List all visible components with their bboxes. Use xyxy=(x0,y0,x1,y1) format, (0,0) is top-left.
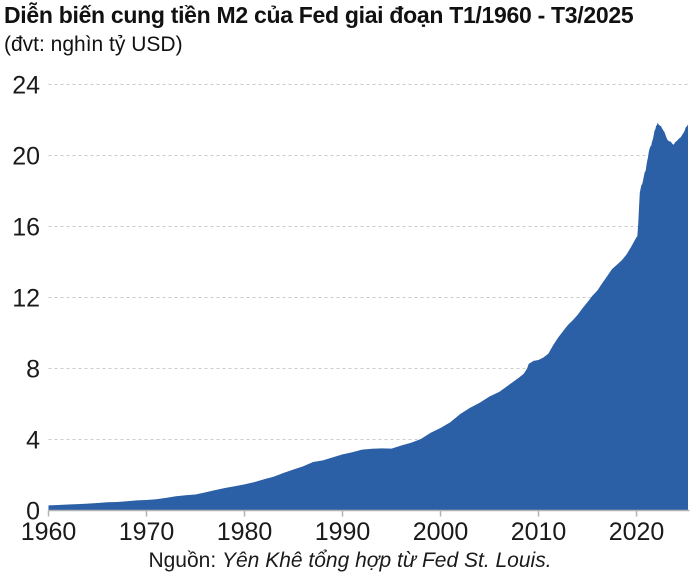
y-tick-label-4: 4 xyxy=(26,426,40,454)
source-caption: Nguồn: Yên Khê tổng hợp từ Fed St. Louis… xyxy=(0,549,700,573)
page-title: Diễn biến cung tiền M2 của Fed giai đoạn… xyxy=(4,2,634,28)
y-tick-label-12: 12 xyxy=(12,284,40,312)
x-tick-label-1960: 1960 xyxy=(21,518,77,546)
x-tick-label-1990: 1990 xyxy=(315,518,371,546)
x-tick-label-2010: 2010 xyxy=(511,518,567,546)
y-tick-label-8: 8 xyxy=(26,355,40,383)
y-tick-label-16: 16 xyxy=(12,213,40,241)
source-text: Yên Khê tổng hợp từ Fed St. Louis. xyxy=(222,549,552,572)
y-tick-label-24: 24 xyxy=(12,71,40,99)
y-tick-label-0: 0 xyxy=(26,497,40,525)
source-label: Nguồn: xyxy=(148,549,217,572)
x-tick-label-1980: 1980 xyxy=(217,518,273,546)
x-tick-label-2020: 2020 xyxy=(609,518,665,546)
y-tick-label-20: 20 xyxy=(12,142,40,170)
chart-unit-note: (đvt: nghìn tỷ USD) xyxy=(4,33,183,56)
m2-area-series xyxy=(48,122,688,511)
x-tick-label-2000: 2000 xyxy=(413,518,469,546)
x-tick-label-1970: 1970 xyxy=(119,518,175,546)
